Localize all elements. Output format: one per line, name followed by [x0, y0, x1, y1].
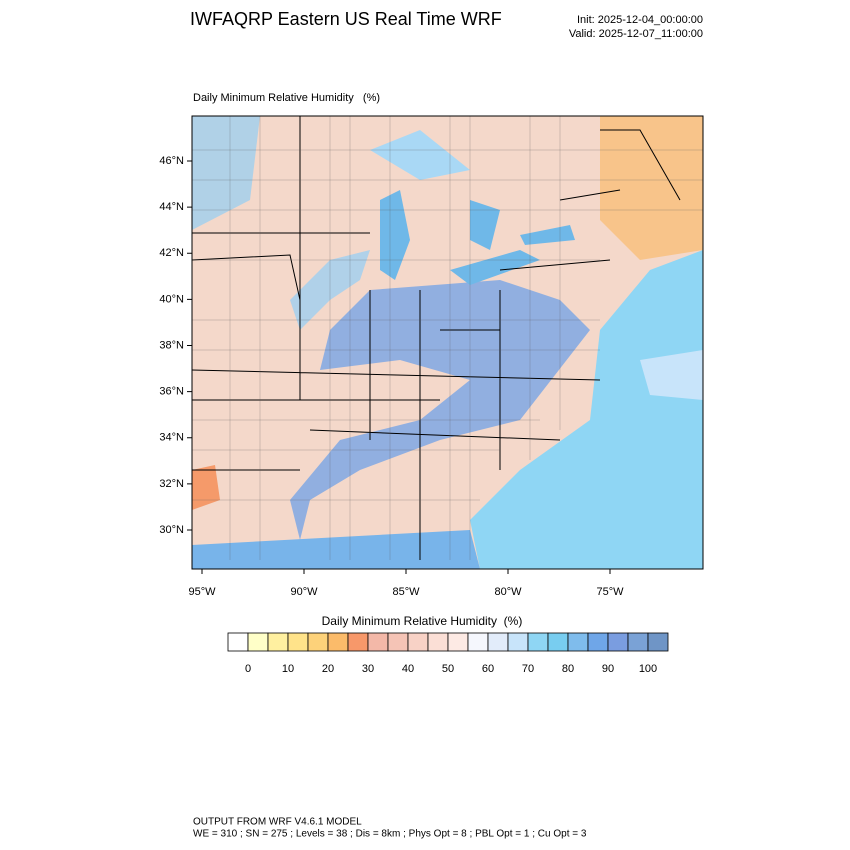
colorbar-box: [487, 632, 509, 652]
colorbar-box: [467, 632, 489, 652]
map-field: [192, 116, 703, 569]
lat-label: 32°N: [159, 478, 184, 490]
colorbar-box: [527, 632, 549, 652]
colorbar-label: 30: [362, 663, 374, 675]
colorbar-box: [367, 632, 389, 652]
lon-label: 90°W: [290, 586, 318, 598]
colorbar-label: 90: [602, 663, 614, 675]
lat-label: 30°N: [159, 524, 184, 536]
lon-label: 85°W: [392, 586, 420, 598]
colorbar-box: [407, 632, 429, 652]
colorbar-label: 50: [442, 663, 454, 675]
lat-label: 36°N: [159, 386, 184, 398]
lat-label: 34°N: [159, 432, 184, 444]
colorbar-label: 60: [482, 663, 494, 675]
colorbar-label: 20: [322, 663, 334, 675]
colorbar-label: 80: [562, 663, 574, 675]
colorbar-box: [327, 632, 349, 652]
lat-label: 42°N: [159, 247, 184, 259]
lat-label: 40°N: [159, 293, 184, 305]
colorbar-box: [427, 632, 449, 652]
footer-line: WE = 310 ; SN = 275 ; Levels = 38 ; Dis …: [193, 829, 587, 840]
colorbar-box: [587, 632, 609, 652]
lon-label: 80°W: [494, 586, 522, 598]
colorbar-label: 100: [639, 663, 657, 675]
lon-label: 75°W: [596, 586, 624, 598]
colorbar-label: 0: [245, 663, 251, 675]
colorbar-label: 40: [402, 663, 414, 675]
title: IWFAQRP Eastern US Real Time WRF: [190, 9, 502, 29]
colorbar-box: [607, 632, 629, 652]
colorbar-box: [627, 632, 649, 652]
map-subtitle: Daily Minimum Relative Humidity (%): [193, 92, 380, 104]
colorbar-box: [227, 632, 249, 652]
init-time: Init: 2025-12-04_00:00:00: [577, 14, 703, 26]
colorbar-box: [647, 632, 669, 652]
colorbar-box: [307, 632, 329, 652]
colorbar-box: [287, 632, 309, 652]
lon-label: 95°W: [188, 586, 216, 598]
colorbar-label: 70: [522, 663, 534, 675]
colorbar-box: [267, 632, 289, 652]
lat-label: 46°N: [159, 155, 184, 167]
colorbar-box: [387, 632, 409, 652]
colorbar-box: [347, 632, 369, 652]
valid-time: Valid: 2025-12-07_11:00:00: [569, 28, 703, 40]
colorbar-label: 10: [282, 663, 294, 675]
colorbar-box: [507, 632, 529, 652]
colorbar-title: Daily Minimum Relative Humidity (%): [322, 614, 523, 628]
footer-line: OUTPUT FROM WRF V4.6.1 MODEL: [193, 817, 362, 828]
map-frame: [191, 115, 704, 570]
lat-label: 38°N: [159, 339, 184, 351]
colorbar-box: [567, 632, 589, 652]
colorbar-box: [547, 632, 569, 652]
colorbar-box: [247, 632, 269, 652]
lat-label: 44°N: [159, 201, 184, 213]
colorbar-box: [447, 632, 469, 652]
